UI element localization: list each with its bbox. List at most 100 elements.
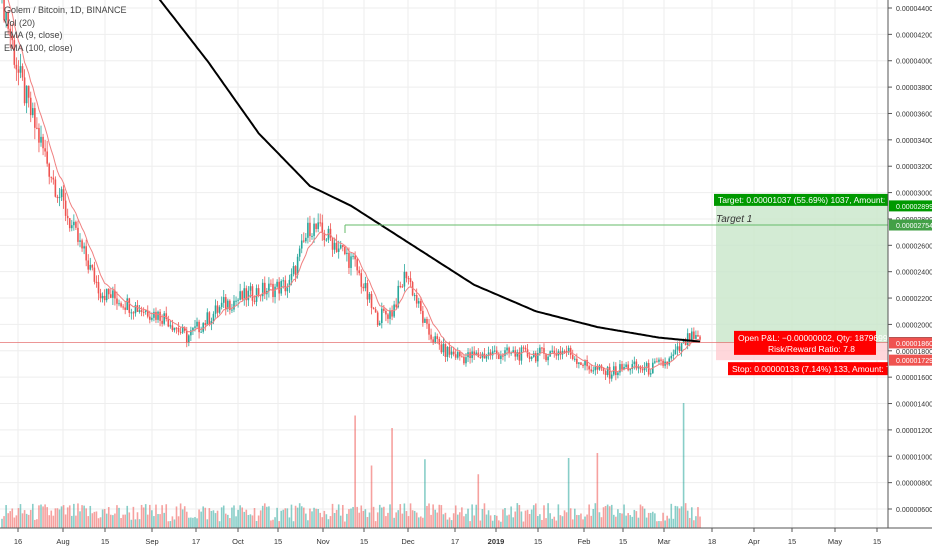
volume-bar — [79, 511, 81, 528]
volume-bar — [216, 510, 219, 528]
volume-bar — [212, 510, 215, 528]
volume-bar — [528, 514, 531, 528]
candle-body — [46, 151, 48, 164]
ema-long-label[interactable]: EMA (100, close) — [4, 42, 73, 53]
volume-bar — [506, 515, 508, 528]
volume-bar — [465, 513, 467, 528]
candle-body — [27, 85, 30, 98]
candle-body — [629, 368, 632, 371]
candle-body — [623, 367, 625, 370]
time-tick-label: 15 — [619, 537, 627, 546]
volume-bar — [522, 521, 525, 528]
ema-long-line — [158, 0, 701, 343]
volume-bar — [62, 505, 65, 528]
volume-bar — [3, 516, 5, 528]
candle-body — [247, 290, 250, 301]
volume-bar — [329, 516, 332, 528]
volume-bar — [654, 513, 656, 528]
candle-body — [34, 108, 36, 128]
candle-body — [547, 356, 549, 361]
candle-body — [62, 189, 65, 201]
volume-bar — [610, 504, 613, 528]
volume-bar — [633, 509, 636, 528]
candle-body — [582, 364, 584, 366]
candle-body — [362, 286, 365, 289]
volume-bar — [169, 521, 172, 528]
volume-bar — [321, 517, 324, 528]
candle-body — [25, 85, 28, 104]
price-tick-label: 0.00002200 — [896, 296, 932, 303]
candle-body — [89, 264, 92, 270]
candle-body — [229, 300, 231, 311]
stop-badge — [728, 362, 888, 376]
volume-bar — [697, 507, 699, 528]
volume-bar — [553, 516, 556, 528]
candle-body — [631, 364, 634, 369]
candle-body — [325, 239, 328, 241]
candle-body — [580, 362, 582, 365]
candle-body — [545, 353, 547, 361]
volume-bar — [356, 506, 358, 528]
rr-text: Risk/Reward Ratio: 7.8 — [768, 344, 855, 354]
volume-bar — [54, 508, 57, 528]
entry-price-badge-text: 0.00001860 — [896, 341, 932, 348]
candle-body — [177, 327, 180, 332]
candle-body — [635, 361, 638, 369]
candle-body — [341, 245, 344, 247]
candle-body — [662, 360, 664, 366]
candle-body — [588, 366, 590, 370]
volume-bar — [198, 509, 200, 528]
volume-bar — [530, 509, 533, 528]
stop-badge-text: Stop: 0.00000133 (7.14%) 133, Amount: 75… — [732, 364, 901, 374]
volume-bar — [296, 507, 299, 528]
time-tick-label: May — [828, 537, 842, 546]
volume-bar — [606, 504, 609, 528]
volume-bar — [11, 508, 14, 528]
time-tick-label: 18 — [708, 537, 716, 546]
candle-body — [48, 163, 51, 177]
candle-body — [524, 347, 527, 350]
candle-body — [401, 286, 404, 288]
candle-body — [83, 246, 85, 249]
candle-body — [103, 295, 106, 301]
candle-body — [3, 0, 5, 21]
candle-body — [695, 335, 697, 339]
ema-short-label[interactable]: EMA (9, close) — [4, 30, 63, 40]
candle-body — [590, 369, 593, 372]
candle-body — [169, 325, 172, 327]
candle-body — [261, 282, 264, 297]
volume-bar — [257, 515, 260, 528]
price-tick-label: 0.00000600 — [896, 507, 932, 514]
volume-bar — [508, 514, 510, 528]
time-tick-label: 17 — [192, 537, 200, 546]
candle-body — [112, 290, 114, 298]
volume-bar — [107, 507, 110, 528]
volume-bar — [555, 520, 558, 528]
candle-body — [352, 255, 354, 257]
candle-body — [79, 240, 81, 242]
candle-body — [506, 347, 508, 351]
candle-body — [134, 305, 137, 314]
volume-bar — [652, 511, 654, 528]
candle-body — [691, 331, 693, 341]
volume-bar — [243, 511, 246, 528]
volume-bar — [64, 514, 67, 528]
candle-body — [699, 336, 701, 340]
price-tick-label: 0.00004200 — [896, 32, 932, 39]
volume-bar — [674, 505, 677, 528]
candle-body — [504, 350, 506, 356]
candle-body — [142, 311, 145, 313]
volume-bar — [391, 428, 393, 528]
volume-bar — [352, 506, 354, 528]
stop-price-badge — [889, 354, 932, 366]
candle-body — [520, 347, 523, 361]
candle-body — [68, 218, 71, 229]
candle-body — [105, 288, 108, 301]
volume-bar — [85, 508, 87, 528]
candle-body — [276, 281, 278, 287]
candle-body — [428, 323, 430, 335]
vol-indicator-label[interactable]: Vol (20) — [4, 17, 36, 28]
candle-body — [621, 364, 623, 370]
volume-bar — [263, 503, 266, 528]
